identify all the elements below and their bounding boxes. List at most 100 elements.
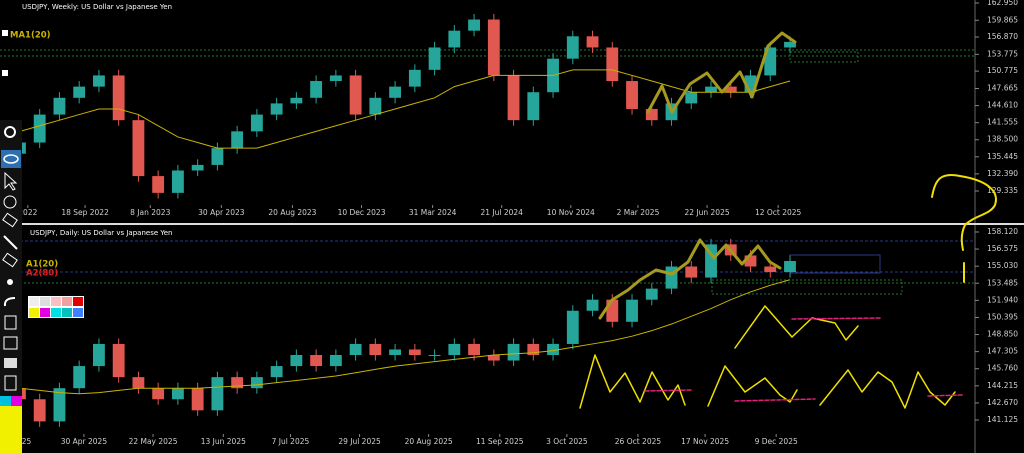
candle-body <box>310 355 323 367</box>
tool-icon[interactable] <box>7 279 13 285</box>
candle-body <box>310 81 323 98</box>
tool-icon[interactable] <box>4 126 16 138</box>
candle-body <box>270 366 283 378</box>
candle-body <box>92 75 105 87</box>
x-tick-label: 9 Dec 2025 <box>755 437 798 446</box>
y-tick-label: 142.670 <box>987 398 1018 407</box>
swatch[interactable] <box>51 308 61 317</box>
zigzag <box>598 238 782 320</box>
candle-body <box>250 114 263 132</box>
candle-body <box>527 343 540 356</box>
y-tick-label: 148.850 <box>987 330 1018 339</box>
moving-average <box>19 279 791 395</box>
candle-body <box>171 170 184 193</box>
x-tick-label: 31 Mar 2024 <box>409 208 457 217</box>
tool-icon[interactable] <box>3 235 18 250</box>
candle-body <box>645 288 658 300</box>
tool-icon[interactable] <box>3 336 18 350</box>
x-tick-label: 8 Jan 2023 <box>130 208 170 217</box>
x-tick-label: 30 Apr 2025 <box>61 437 108 446</box>
y-tick-label: 141.125 <box>987 415 1018 424</box>
candle-body <box>527 92 540 121</box>
x-tick-label: 13 Jun 2025 <box>201 437 246 446</box>
candle-body <box>231 131 244 149</box>
swatch[interactable] <box>73 308 83 317</box>
indicator-checkbox[interactable] <box>2 30 8 36</box>
candle-body <box>408 349 421 356</box>
color-swatch[interactable] <box>11 396 22 406</box>
candle-body <box>132 377 145 389</box>
candle-body <box>705 244 717 278</box>
x-tick-label: 20 Aug 2023 <box>268 208 316 217</box>
tool-icon[interactable] <box>4 358 17 368</box>
candle-body <box>231 377 244 389</box>
candle-body <box>448 343 461 356</box>
hand-line <box>791 317 881 320</box>
candle-body <box>566 310 579 344</box>
swatch[interactable] <box>29 297 39 306</box>
candle-body <box>171 388 184 400</box>
tool-icon[interactable] <box>3 297 16 307</box>
tool-icon[interactable] <box>4 171 18 191</box>
candle-body <box>606 299 619 322</box>
tool-icon[interactable] <box>3 195 17 209</box>
swatch[interactable] <box>51 297 61 306</box>
color-swatch[interactable] <box>0 406 22 416</box>
tool-icon[interactable] <box>4 315 17 330</box>
candle-body <box>329 355 342 367</box>
candle-body <box>152 176 165 193</box>
x-tick-label: 29 Jul 2025 <box>338 437 381 446</box>
tool-icon[interactable] <box>3 154 19 164</box>
candle-body <box>566 36 579 59</box>
color-palette[interactable] <box>28 296 84 318</box>
candle-body <box>53 388 66 422</box>
swatch[interactable] <box>40 308 50 317</box>
y-tick-label: 153.775 <box>987 49 1018 58</box>
indicator-label: A2(80) <box>26 269 58 279</box>
candle-body <box>112 343 125 378</box>
candle-body <box>468 343 480 356</box>
candle-body <box>665 266 678 289</box>
hand-zigzag <box>707 365 798 407</box>
tool-icon[interactable] <box>2 252 18 268</box>
candle-body <box>191 388 204 411</box>
y-tick-label: 147.665 <box>987 83 1018 92</box>
hand-zigzag <box>819 369 956 409</box>
y-tick-label: 153.485 <box>987 278 1018 287</box>
tool-icon[interactable] <box>1 150 21 168</box>
tool-icon[interactable] <box>2 212 18 228</box>
x-tick-label: 11 Sep 2025 <box>476 437 524 446</box>
tool-icon[interactable] <box>4 375 17 391</box>
candle-body <box>132 120 145 177</box>
candle-body <box>250 377 263 389</box>
swatch[interactable] <box>73 297 83 306</box>
candle-body <box>784 260 796 273</box>
candle-body <box>112 75 125 121</box>
color-swatch[interactable] <box>0 396 11 406</box>
y-tick-label: 158.120 <box>987 227 1018 236</box>
candle-body <box>764 266 777 273</box>
color-swatch[interactable] <box>0 416 22 453</box>
candle-body <box>487 355 500 361</box>
candle-body <box>92 343 105 367</box>
candle-body <box>586 299 599 311</box>
swatch[interactable] <box>62 297 72 306</box>
y-tick-label: 162.950 <box>987 0 1018 7</box>
indicator-checkbox[interactable] <box>2 70 8 76</box>
toolbar-bg <box>0 120 22 453</box>
hand-line <box>734 398 816 402</box>
candle-body <box>448 30 461 48</box>
y-tick-label: 144.215 <box>987 381 1018 390</box>
x-tick-label: 7 Jul 2025 <box>272 437 310 446</box>
chart-title: USDJPY, Daily: US Dollar vs Japanese Yen <box>30 229 172 237</box>
swatch[interactable] <box>40 297 50 306</box>
swatch[interactable] <box>62 308 72 317</box>
y-tick-label: 129.335 <box>987 186 1018 195</box>
swatch[interactable] <box>29 308 39 317</box>
candle-body <box>369 97 382 115</box>
toolbar[interactable] <box>0 120 22 453</box>
chart-title: USDJPY, Weekly: US Dollar vs Japanese Ye… <box>22 3 172 11</box>
candle-body <box>487 19 500 76</box>
candle-body <box>744 75 757 93</box>
candle-body <box>724 86 737 93</box>
